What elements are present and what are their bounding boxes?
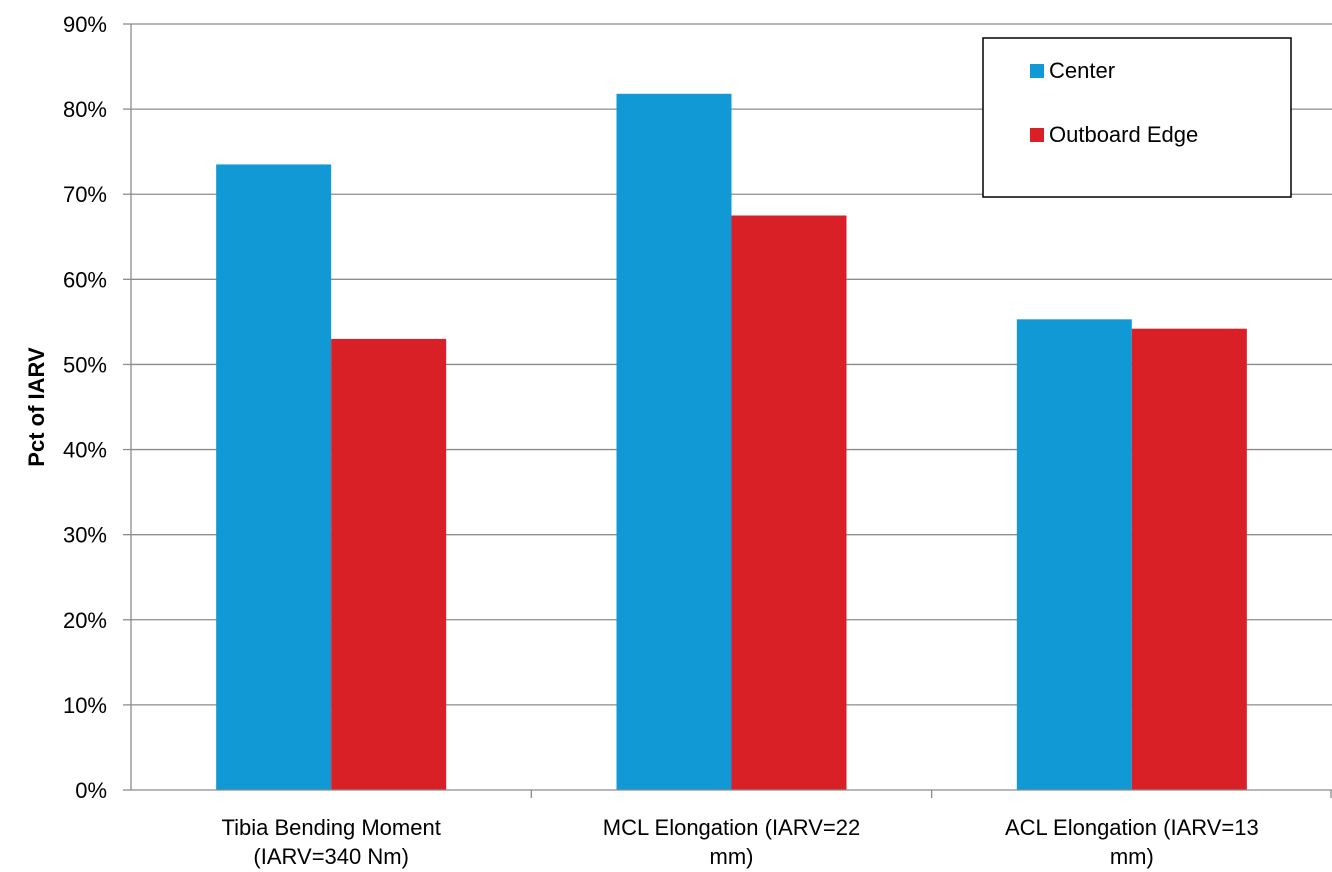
- legend-label: Center: [1049, 58, 1115, 83]
- y-tick-label: 80%: [63, 97, 107, 122]
- bar-outboard-edge: [331, 338, 447, 790]
- y-tick-label: 40%: [63, 438, 107, 463]
- bars: [216, 93, 1247, 790]
- y-tick-label: 10%: [63, 693, 107, 718]
- y-tick-label: 30%: [63, 523, 107, 548]
- legend-swatch: [1030, 64, 1044, 78]
- y-tick-label: 20%: [63, 608, 107, 633]
- bar-center: [216, 164, 332, 790]
- y-tick-label: 0%: [75, 778, 107, 803]
- bar-center: [1016, 319, 1132, 790]
- legend-swatch: [1030, 128, 1044, 142]
- x-tick-label: ACL Elongation (IARV=13: [1005, 815, 1259, 840]
- y-tick-label: 70%: [63, 182, 107, 207]
- y-tick-label: 90%: [63, 12, 107, 37]
- x-tick-label: MCL Elongation (IARV=22: [603, 815, 860, 840]
- axes: [130, 24, 1332, 791]
- x-tick-label: mm): [1110, 844, 1154, 869]
- y-tick-labels: 0% 10% 20% 30% 40% 50% 60% 70% 80% 90%: [63, 12, 131, 803]
- legend-label: Outboard Edge: [1049, 122, 1198, 147]
- legend: Center Outboard Edge: [982, 37, 1292, 198]
- x-tick-label: Tibia Bending Moment: [222, 815, 441, 840]
- bar-center: [616, 93, 732, 790]
- bar-outboard-edge: [731, 215, 847, 790]
- x-tick-label: mm): [710, 844, 754, 869]
- bar-outboard-edge: [1131, 328, 1247, 790]
- y-tick-label: 60%: [63, 267, 107, 292]
- x-tick-labels: Tibia Bending Moment (IARV=340 Nm) MCL Elo…: [222, 790, 1332, 869]
- y-tick-label: 50%: [63, 352, 107, 377]
- y-axis-title: Pct of IARV: [24, 347, 49, 467]
- legend-box: [982, 37, 1292, 198]
- x-tick-label: (IARV=340 Nm): [253, 844, 408, 869]
